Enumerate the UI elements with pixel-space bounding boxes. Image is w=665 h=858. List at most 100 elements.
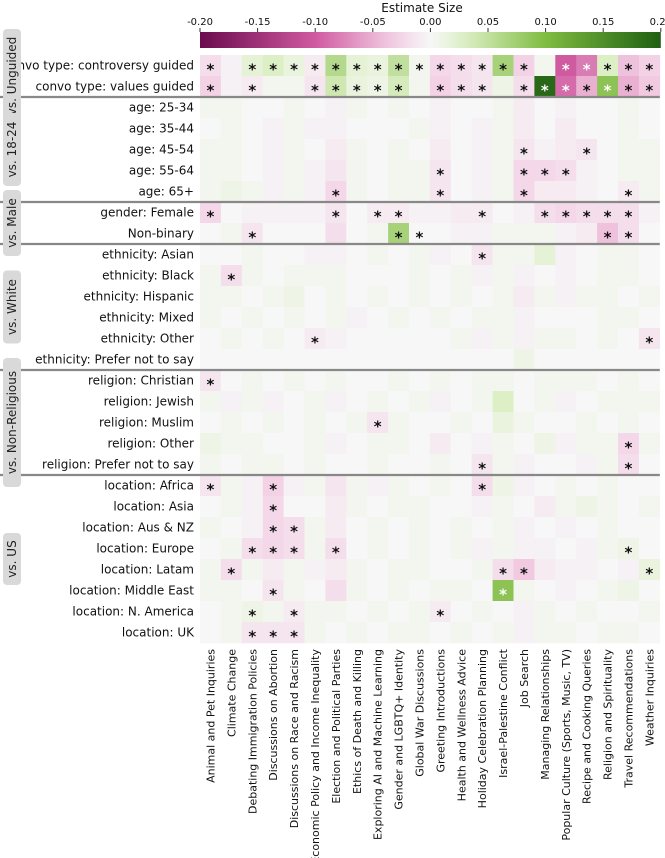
heatmap-cell xyxy=(492,370,514,392)
heatmap-cell xyxy=(534,307,556,329)
column-label: Economic Policy and Income Inequality xyxy=(309,649,322,858)
column-label: Weather Inquiries xyxy=(643,649,656,746)
heatmap-cell xyxy=(346,412,368,434)
heatmap-cell xyxy=(367,76,389,98)
heatmap-cell xyxy=(492,286,514,308)
heatmap-cell xyxy=(304,55,326,77)
significance-star: * xyxy=(332,82,340,100)
heatmap-cell xyxy=(492,307,514,329)
heatmap-cell xyxy=(388,139,410,161)
heatmap-cell xyxy=(492,622,514,644)
significance-star: * xyxy=(290,523,298,541)
heatmap-cell xyxy=(241,265,263,287)
heatmap-cell xyxy=(618,160,640,182)
heatmap-cell xyxy=(492,223,514,245)
heatmap-cell xyxy=(534,412,556,434)
column-label: Managing Relationships xyxy=(539,649,552,780)
heatmap-cell xyxy=(618,559,640,581)
heatmap-cell xyxy=(471,559,493,581)
heatmap-cell xyxy=(283,559,305,581)
heatmap-cell xyxy=(492,328,514,350)
heatmap-cell xyxy=(618,370,640,392)
heatmap-cell xyxy=(450,118,472,140)
heatmap-cell xyxy=(513,55,535,77)
heatmap-cell xyxy=(597,328,619,350)
heatmap-cell xyxy=(471,622,493,644)
heatmap-cell xyxy=(534,391,556,413)
heatmap-cell xyxy=(388,223,410,245)
heatmap-cell xyxy=(555,622,577,644)
heatmap-cell xyxy=(576,328,598,350)
heatmap-cell xyxy=(492,412,514,434)
heatmap-cell xyxy=(429,454,452,476)
column-label: Religion and Spirituality xyxy=(602,649,615,781)
heatmap-cell xyxy=(304,76,326,98)
heatmap-cell xyxy=(241,181,263,203)
heatmap-cell xyxy=(450,328,472,350)
heatmap-cell xyxy=(409,286,431,308)
heatmap-cell xyxy=(513,517,535,539)
significance-star: * xyxy=(645,61,653,79)
column-label: Exploring AI and Machine Learning xyxy=(372,649,385,840)
heatmap-cell xyxy=(325,160,347,182)
heatmap-cell xyxy=(450,391,472,413)
heatmap-cell xyxy=(638,454,661,476)
heatmap-cell xyxy=(262,601,284,623)
heatmap-cell xyxy=(325,244,347,266)
heatmap-cell xyxy=(220,286,243,308)
heatmap-cell xyxy=(618,622,640,644)
group-labels: vs. Unguided vs. 18-24 vs. Male vs. White vs… xyxy=(3,29,21,585)
heatmap-cell xyxy=(555,202,577,224)
heatmap-cell xyxy=(346,328,368,350)
heatmap-cell xyxy=(638,412,661,434)
heatmap-cell xyxy=(346,496,368,518)
heatmap-cell xyxy=(555,538,577,560)
heatmap-cell xyxy=(346,601,368,623)
heatmap-cell xyxy=(513,286,535,308)
row-label: location: Latam xyxy=(101,563,194,577)
heatmap-cell xyxy=(346,454,368,476)
heatmap-cell xyxy=(283,433,305,455)
heatmap-cell xyxy=(492,601,514,623)
heatmap-cell xyxy=(450,181,472,203)
heatmap-cell xyxy=(450,244,472,266)
significance-star: * xyxy=(625,187,633,205)
heatmap-cell xyxy=(513,76,535,98)
heatmap-cell xyxy=(304,412,326,434)
heatmap-cell xyxy=(346,139,368,161)
heatmap-cell xyxy=(618,307,640,329)
heatmap-cell xyxy=(200,538,222,560)
heatmap-cell xyxy=(513,244,535,266)
heatmap-cell xyxy=(367,496,389,518)
heatmap-cell xyxy=(388,118,410,140)
heatmap-cell xyxy=(429,265,452,287)
row-label: ethnicity: Black xyxy=(102,269,194,283)
heatmap-cell xyxy=(325,328,347,350)
heatmap-cell xyxy=(325,76,347,98)
heatmap-cell xyxy=(220,454,243,476)
row-label: age: 45-54 xyxy=(129,143,194,157)
heatmap-cell xyxy=(638,181,661,203)
heatmap-cell xyxy=(450,433,472,455)
significance-star: * xyxy=(395,208,403,226)
heatmap-cell xyxy=(304,118,326,140)
heatmap-cell xyxy=(220,559,243,581)
row-label: ethnicity: Hispanic xyxy=(84,290,194,304)
heatmap-cell xyxy=(513,454,535,476)
heatmap-cell xyxy=(618,139,640,161)
heatmap-cell xyxy=(576,202,598,224)
heatmap-cell xyxy=(492,55,514,77)
heatmap-cell xyxy=(618,265,640,287)
heatmap-cell xyxy=(513,307,535,329)
heatmap-cell xyxy=(388,433,410,455)
heatmap-cell xyxy=(471,223,493,245)
heatmap-cell xyxy=(262,76,284,98)
heatmap-cell xyxy=(262,139,284,161)
heatmap-cell xyxy=(283,181,305,203)
heatmap-cell xyxy=(618,454,640,476)
heatmap-cell xyxy=(597,349,619,371)
row-label: location: Middle East xyxy=(69,584,194,598)
column-label: Holiday Celebration Planning xyxy=(476,649,489,808)
heatmap-cell xyxy=(555,454,577,476)
heatmap-cell xyxy=(576,559,598,581)
